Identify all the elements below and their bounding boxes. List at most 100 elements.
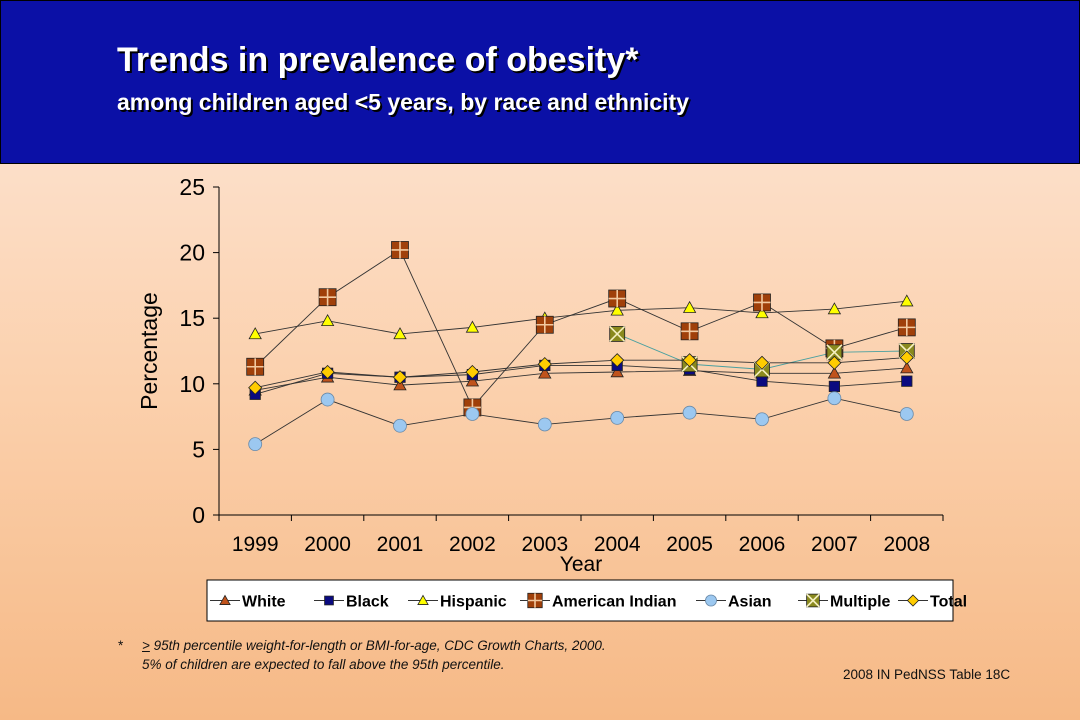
point-white-shape — [393, 378, 407, 391]
point-asian-shape — [610, 411, 625, 425]
x-tick-label: 2006 — [739, 533, 786, 556]
point-american-indian — [608, 289, 627, 308]
point-asian-shape — [827, 391, 842, 406]
point-total-shape — [827, 355, 842, 370]
footnote-geq-symbol: > — [142, 638, 150, 653]
point-asian-shape — [393, 418, 407, 433]
x-tick-label: 2000 — [304, 533, 351, 556]
point-black-shape — [756, 375, 768, 387]
legend-marker-multiple-cross — [806, 593, 820, 608]
point-hispanic-shape — [900, 294, 914, 307]
point-american-indian — [246, 357, 265, 376]
point-american-indian — [753, 293, 771, 312]
legend-label-white: White — [242, 594, 286, 611]
legend-label-hispanic: Hispanic — [440, 594, 507, 611]
legend-label-asian: Asian — [728, 594, 772, 611]
point-white-shape — [465, 374, 480, 387]
point-american-indian-cross — [753, 293, 771, 311]
legend-marker-asian-shape — [705, 594, 717, 607]
point-black — [828, 380, 841, 393]
x-tick-label: 2004 — [594, 533, 641, 556]
point-black — [901, 375, 913, 387]
point-asian — [682, 405, 697, 420]
x-axis-title: Year — [560, 553, 602, 576]
point-white — [610, 365, 624, 378]
point-total-shape — [465, 364, 480, 380]
x-tick-label: 2008 — [883, 533, 930, 556]
point-asian — [393, 418, 407, 433]
footnote-line-1: > 95th percentile weight-for-length or B… — [142, 636, 606, 655]
legend-marker-total-shape — [906, 594, 920, 607]
point-american-indian-cross — [319, 288, 337, 306]
point-total — [682, 353, 697, 368]
legend-entry-black: Black — [314, 594, 389, 611]
point-white-shape — [900, 361, 914, 374]
point-total — [899, 350, 914, 365]
point-asian — [899, 407, 914, 421]
point-total-shape — [682, 353, 697, 368]
legend-entry-total: Total — [898, 594, 967, 611]
point-total-shape — [899, 350, 914, 365]
series-line-hispanic — [255, 300, 907, 335]
point-multiple-cross — [609, 325, 626, 343]
legend-entry-hispanic: Hispanic — [408, 594, 507, 611]
point-american-indian — [535, 315, 554, 334]
legend-marker-black — [324, 595, 334, 606]
point-total-shape — [754, 355, 770, 370]
point-multiple-cross — [826, 344, 843, 361]
point-hispanic-shape — [682, 300, 697, 313]
series-line-white — [255, 367, 907, 391]
point-hispanic — [755, 306, 769, 319]
legend-marker-white-shape — [219, 594, 231, 605]
point-total-shape — [392, 370, 408, 385]
legend-marker-american-indian-cross — [527, 593, 543, 608]
point-american-indian — [897, 318, 916, 337]
point-asian-shape — [537, 417, 552, 432]
y-tick-label: 5 — [192, 436, 205, 462]
legend-entry-multiple: Multiple — [798, 594, 891, 611]
point-white-shape — [610, 365, 624, 378]
point-black-shape — [828, 380, 841, 393]
footnote-line-2: 5% of children are expected to fall abov… — [142, 657, 505, 672]
point-american-indian-cross — [246, 358, 264, 376]
point-american-indian-cross — [536, 316, 554, 334]
point-hispanic — [320, 314, 335, 327]
y-tick-label: 0 — [192, 502, 205, 528]
point-hispanic-shape — [755, 306, 769, 319]
legend-marker-multiple — [806, 593, 820, 608]
point-asian-shape — [682, 405, 697, 420]
legend-marker-hispanic — [417, 594, 429, 605]
point-white — [465, 374, 480, 387]
point-asian — [465, 407, 480, 421]
point-total — [392, 370, 408, 385]
x-tick-label: 2001 — [377, 533, 424, 556]
point-total — [320, 364, 335, 380]
point-asian — [537, 417, 552, 432]
point-american-indian-cross — [681, 322, 699, 340]
footnote-line-1-text: 95th percentile weight-for-length or BMI… — [149, 638, 606, 653]
y-tick-label: 15 — [179, 305, 205, 331]
point-hispanic — [610, 303, 624, 316]
point-hispanic — [900, 294, 914, 307]
point-american-indian-cross — [391, 241, 409, 259]
point-hispanic-shape — [393, 327, 407, 340]
point-black — [756, 375, 768, 387]
point-total — [248, 380, 263, 395]
point-white — [900, 361, 914, 374]
legend-label-american-indian: American Indian — [552, 594, 676, 611]
legend-label-total: Total — [930, 594, 967, 611]
point-asian-shape — [465, 407, 480, 421]
point-asian-shape — [320, 392, 335, 407]
point-hispanic — [682, 300, 697, 313]
point-hispanic-shape — [320, 314, 335, 327]
y-tick-label: 25 — [179, 174, 205, 200]
point-asian — [248, 437, 263, 452]
point-hispanic-shape — [610, 303, 624, 316]
point-asian — [320, 392, 335, 407]
point-american-indian — [680, 322, 699, 341]
page-subtitle: among children aged <5 years, by race an… — [117, 89, 690, 115]
point-white-shape — [538, 366, 552, 379]
series-line-black — [255, 364, 907, 395]
point-white-shape — [827, 366, 842, 379]
point-hispanic-shape — [465, 320, 480, 333]
